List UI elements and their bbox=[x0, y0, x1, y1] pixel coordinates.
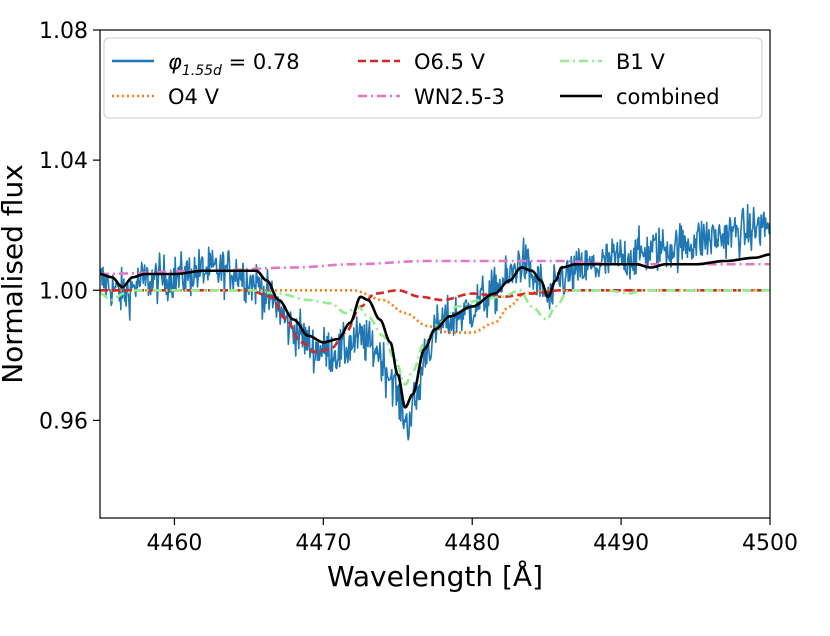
y-tick-label: 1.08 bbox=[39, 19, 88, 44]
legend-box bbox=[103, 37, 763, 119]
legend-label: B1 V bbox=[616, 50, 665, 74]
legend-label: φ1.55d = 0.78 bbox=[168, 50, 300, 79]
series-line-o4-v bbox=[100, 288, 770, 334]
legend-entry-wn2-5-3: WN2.5-3 bbox=[358, 85, 505, 109]
series-line-wn2-5-3 bbox=[100, 259, 770, 276]
legend-entry-1-55d-0-78: φ1.55d = 0.78 bbox=[112, 50, 300, 79]
series-line-1-55d-0-78 bbox=[100, 203, 770, 441]
x-tick-label: 4470 bbox=[295, 531, 351, 556]
legend-entry-o4-v: O4 V bbox=[112, 85, 220, 109]
legend-label: combined bbox=[616, 85, 720, 109]
x-axis-label: Wavelength [Å] bbox=[327, 559, 543, 593]
y-tick-label: 0.96 bbox=[39, 409, 88, 434]
y-tick-label: 1.00 bbox=[39, 279, 88, 304]
series-line-combined bbox=[100, 253, 770, 409]
plot-frame bbox=[99, 29, 771, 519]
legend-label: O4 V bbox=[168, 85, 220, 109]
legend-label: O6.5 V bbox=[414, 50, 486, 74]
legend-entry-b1-v: B1 V bbox=[560, 50, 665, 74]
y-axis-label: Normalised flux bbox=[0, 164, 29, 384]
x-tick-label: 4480 bbox=[444, 531, 500, 556]
y-axis: 0.96 1.00 1.04 1.08 bbox=[39, 19, 100, 434]
legend-entry-combined: combined bbox=[560, 85, 720, 109]
series-layer bbox=[100, 203, 770, 441]
x-tick-label: 4490 bbox=[593, 531, 649, 556]
legend-entry-o6-5-v: O6.5 V bbox=[358, 50, 486, 74]
legend-label: WN2.5-3 bbox=[414, 85, 505, 109]
x-tick-label: 4460 bbox=[146, 531, 202, 556]
x-axis: 4460 4470 4480 4490 4500 bbox=[146, 518, 798, 556]
legend: φ1.55d = 0.78 O4 V O6.5 V WN2.5-3 B1 V combin… bbox=[103, 37, 763, 119]
x-tick-label: 4500 bbox=[742, 531, 798, 556]
y-tick-label: 1.04 bbox=[39, 149, 88, 174]
